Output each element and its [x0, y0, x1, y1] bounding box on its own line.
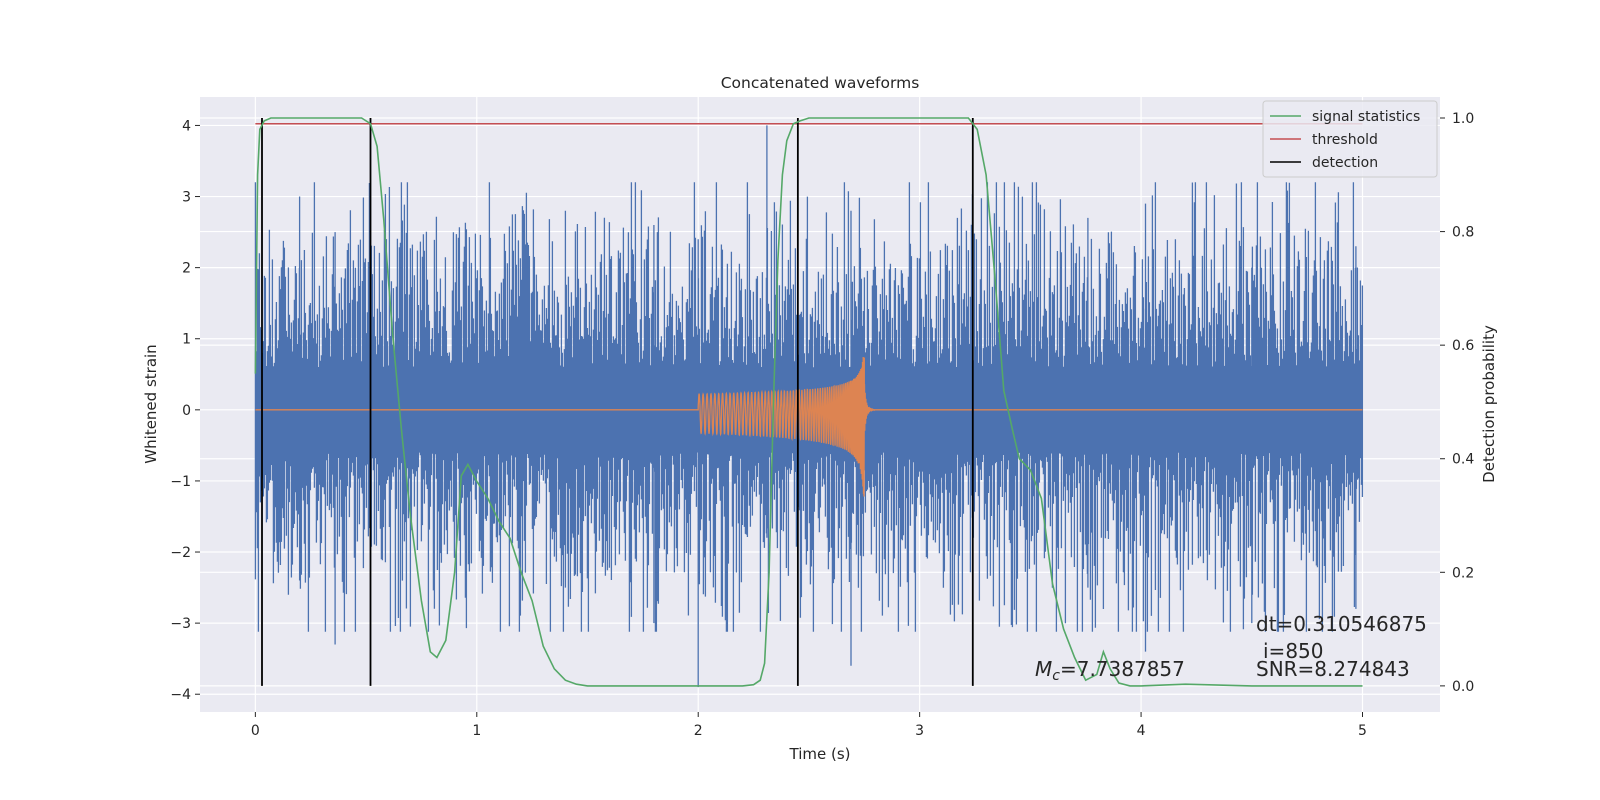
- chirp-mass-value: =7.7387857: [1060, 657, 1185, 681]
- x-axis-label: Time (s): [789, 745, 851, 763]
- y2-tick-label: 0.2: [1452, 565, 1474, 581]
- legend-detection-label: detection: [1312, 155, 1378, 171]
- y-tick-label: −3: [170, 616, 191, 632]
- annotation-dt: dt=0.310546875: [1256, 612, 1427, 636]
- legend: signal statistics threshold detection: [1262, 100, 1438, 178]
- y2-axis-ticks: 0.0 0.2 0.4 0.6 0.8 1.0: [1440, 111, 1474, 695]
- chart-title: Concatenated waveforms: [721, 74, 920, 92]
- chirp-mass-subscript: c: [1052, 668, 1060, 684]
- y-tick-label: 3: [182, 190, 191, 206]
- annotation-chirp-mass: Mc=7.7387857: [1035, 657, 1185, 684]
- x-tick-label: 3: [915, 723, 924, 739]
- y2-tick-label: 0.4: [1452, 452, 1474, 468]
- y-tick-label: −4: [170, 687, 191, 703]
- legend-box: [1262, 100, 1438, 178]
- y2-axis-label: Detection probability: [1480, 325, 1498, 483]
- detection-series: [261, 118, 974, 686]
- y-tick-label: 0: [182, 403, 191, 419]
- y2-tick-label: 0.6: [1452, 338, 1474, 354]
- y-axis-ticks: −4 −3 −2 −1 0 1 2 3 4: [170, 118, 200, 703]
- legend-signal-statistics-label: signal statistics: [1312, 109, 1420, 125]
- x-tick-label: 0: [251, 723, 260, 739]
- x-tick-label: 1: [472, 723, 481, 739]
- y2-tick-label: 0.0: [1452, 679, 1474, 695]
- y-axis-label: Whitened strain: [142, 344, 160, 463]
- x-tick-label: 2: [694, 723, 703, 739]
- whitened-strain-series: [254, 125, 1364, 688]
- signal-statistics-series: [254, 117, 1363, 687]
- x-tick-label: 4: [1137, 723, 1146, 739]
- y2-tick-label: 0.8: [1452, 225, 1474, 241]
- chirp-mass-symbol: M: [1035, 657, 1052, 681]
- annotation-i: i=850: [1263, 639, 1324, 663]
- x-axis-ticks: 0 1 2 3 4 5: [251, 712, 1367, 739]
- y2-tick-label: 1.0: [1452, 111, 1474, 127]
- legend-threshold-label: threshold: [1312, 132, 1378, 148]
- annotation-snr: SNR=8.274843: [1256, 657, 1410, 681]
- y-tick-label: 1: [182, 332, 191, 348]
- x-tick-label: 5: [1358, 723, 1367, 739]
- plot-data: [254, 117, 1364, 688]
- y-tick-label: −1: [170, 474, 191, 490]
- y-tick-label: −2: [170, 545, 191, 561]
- y-tick-label: 2: [182, 261, 191, 277]
- y-tick-label: 4: [182, 118, 191, 134]
- waveform-series: [255, 356, 1363, 497]
